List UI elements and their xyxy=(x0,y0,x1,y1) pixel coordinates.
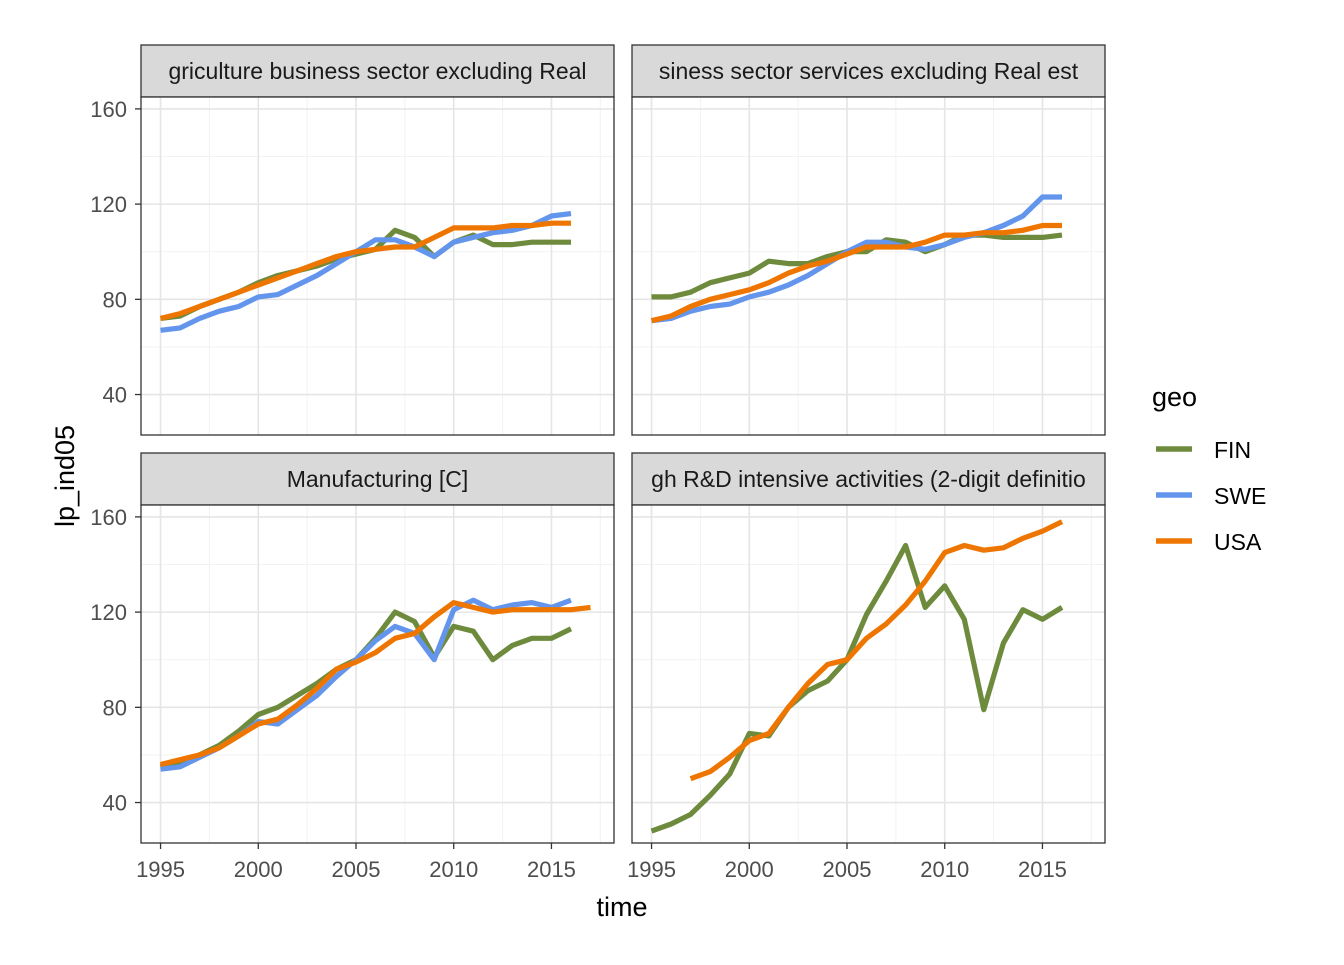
panel-border xyxy=(140,504,615,844)
plot-background xyxy=(141,97,614,435)
x-axis-title: time xyxy=(596,892,647,922)
x-tick-label: 2000 xyxy=(234,857,283,882)
strip-label: gh R&D intensive activities (2-digit def… xyxy=(651,466,1086,492)
x-tick-label: 1995 xyxy=(627,857,676,882)
legend: geo FIN SWE USA xyxy=(1152,382,1266,555)
legend-label-usa: USA xyxy=(1214,529,1262,555)
strip-label: Manufacturing [C] xyxy=(287,466,469,492)
legend-label-fin: FIN xyxy=(1214,437,1251,463)
y-tick-label: 160 xyxy=(90,505,127,530)
series-line-fin xyxy=(650,542,1064,834)
x-tick-label: 2010 xyxy=(920,857,969,882)
series-line-usa xyxy=(650,222,1062,324)
plot-background xyxy=(632,505,1105,843)
series-line-swe xyxy=(160,211,572,333)
panel-1: griculture business sector excluding Rea… xyxy=(90,44,615,436)
panel-border xyxy=(631,504,1106,844)
strip-background xyxy=(140,452,615,506)
x-tick-label: 2000 xyxy=(725,857,774,882)
strip-background xyxy=(140,44,615,98)
series-line-usa xyxy=(689,519,1064,782)
series-line-usa xyxy=(159,599,591,768)
y-tick-label: 120 xyxy=(90,192,127,217)
y-axis-title: lp_ind05 xyxy=(50,425,80,527)
panels-layer: griculture business sector excluding Rea… xyxy=(90,44,1106,882)
y-tick-label: 40 xyxy=(103,383,127,408)
x-tick-label: 1995 xyxy=(136,857,185,882)
legend-item-fin: FIN xyxy=(1156,437,1251,463)
series-line-swe xyxy=(651,194,1062,324)
strip-background xyxy=(631,452,1106,506)
legend-title: geo xyxy=(1152,382,1197,412)
x-tick-label: 2015 xyxy=(1018,857,1067,882)
x-tick-label: 2010 xyxy=(429,857,478,882)
x-tick-label: 2015 xyxy=(527,857,576,882)
panel-4: gh R&D intensive activities (2-digit def… xyxy=(627,452,1106,882)
legend-item-swe: SWE xyxy=(1156,483,1266,509)
panel-2: siness sector services excluding Real es… xyxy=(631,44,1106,436)
x-tick-label: 2005 xyxy=(332,857,381,882)
y-tick-label: 80 xyxy=(103,695,127,720)
legend-item-usa: USA xyxy=(1156,529,1262,555)
series-line-usa xyxy=(159,220,571,321)
plot-background xyxy=(632,97,1105,435)
panel-border xyxy=(140,96,615,436)
strip-label: siness sector services excluding Real es… xyxy=(659,58,1079,84)
legend-label-swe: SWE xyxy=(1214,483,1266,509)
strip-background xyxy=(631,44,1106,98)
panel-3: Manufacturing [C] 40 80 120 160 1995 2000 2005 2… xyxy=(90,452,615,882)
legend-entries: FIN SWE USA xyxy=(1156,437,1266,555)
y-tick-label: 160 xyxy=(90,97,127,122)
strip-label: griculture business sector excluding Rea… xyxy=(168,58,586,84)
x-tick-label: 2005 xyxy=(823,857,872,882)
y-tick-label: 80 xyxy=(103,287,127,312)
plot-background xyxy=(141,505,614,843)
y-tick-label: 40 xyxy=(103,791,127,816)
y-tick-label: 120 xyxy=(90,600,127,625)
panel-border xyxy=(631,96,1106,436)
